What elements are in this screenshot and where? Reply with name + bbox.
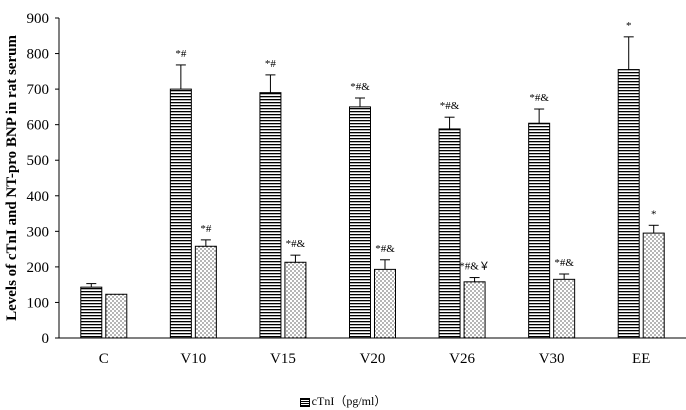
bar-chart: Levels of cTnI and NT-pro BNP in rat ser… — [4, 11, 686, 367]
bar — [528, 122, 551, 339]
y-tick-label: 600 — [27, 118, 50, 134]
bar — [463, 281, 486, 339]
y-tick-label: 0 — [42, 331, 50, 347]
significance-label: *#& — [529, 92, 549, 104]
significance-label: *#& — [350, 81, 370, 93]
legend-label-ctni: cTnI（pg/ml） — [311, 394, 387, 408]
y-tick-label: 300 — [27, 224, 50, 240]
x-tick-label: V26 — [449, 351, 475, 367]
significance-label: *# — [200, 223, 212, 235]
bar — [553, 278, 576, 339]
x-tick-label: V15 — [270, 351, 296, 367]
y-axis-label: Levels of cTnI and NT-pro BNP in rat ser… — [4, 35, 20, 321]
y-tick-label: 700 — [27, 82, 50, 98]
bar — [284, 261, 307, 339]
bars: *# *# *#& *#& *#& * *# *#& *#& *#&￥ *#& * — [80, 20, 665, 339]
bar — [374, 268, 396, 339]
axes: 0 100 200 300 400 500 600 700 800 900 C V10 V15 V20 V2… — [27, 11, 686, 367]
x-tick-label: V30 — [539, 351, 565, 367]
bar — [80, 286, 103, 339]
bar — [169, 88, 192, 339]
bar — [105, 293, 128, 339]
x-tick-label: EE — [632, 351, 650, 367]
bar — [642, 232, 665, 339]
y-tick-label: 800 — [27, 47, 50, 63]
y-tick-label: 400 — [27, 189, 50, 205]
significance-label: * — [651, 208, 657, 220]
significance-label: *#& — [286, 238, 306, 250]
x-tick-label: C — [99, 351, 109, 367]
significance-label: *#& — [554, 257, 574, 269]
significance-label: *#& — [375, 243, 395, 255]
bar — [349, 106, 371, 339]
bar — [617, 69, 640, 339]
legend: cTnI（pg/ml） — [0, 392, 686, 409]
significance-label: *# — [175, 48, 187, 60]
x-tick-label: V10 — [180, 351, 206, 367]
legend-swatch-ctni — [299, 397, 310, 407]
y-tick-label: 500 — [27, 153, 50, 169]
significance-label: * — [626, 20, 632, 32]
x-tick-label: V20 — [360, 351, 386, 367]
bar — [438, 128, 461, 339]
bar — [259, 92, 282, 339]
significance-label: *# — [265, 58, 277, 70]
y-tick-label: 200 — [27, 260, 50, 276]
significance-label: *#& — [440, 100, 460, 112]
significance-label: *#&￥ — [459, 261, 490, 273]
y-tick-label: 900 — [27, 11, 50, 27]
y-tick-label: 100 — [27, 295, 50, 311]
bar — [194, 245, 217, 339]
